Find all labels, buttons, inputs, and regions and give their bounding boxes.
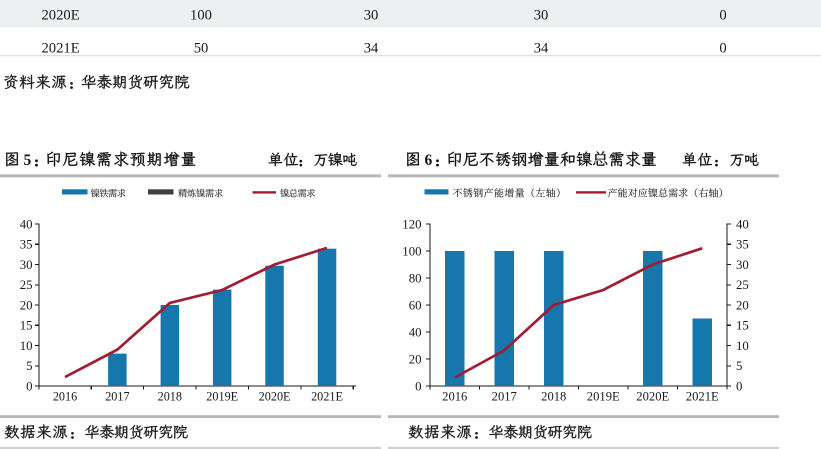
svg-text:2019E: 2019E xyxy=(206,390,238,404)
svg-text:2021E: 2021E xyxy=(686,390,719,404)
svg-text:40: 40 xyxy=(20,217,33,231)
svg-text:2017: 2017 xyxy=(492,390,517,404)
svg-text:0: 0 xyxy=(26,379,32,393)
svg-text:0: 0 xyxy=(719,7,726,23)
svg-text:2017: 2017 xyxy=(105,390,129,404)
svg-text:2021E: 2021E xyxy=(42,40,80,56)
svg-text:0: 0 xyxy=(736,379,742,393)
svg-text:35: 35 xyxy=(736,238,749,252)
svg-text:50: 50 xyxy=(194,40,209,56)
svg-text:25: 25 xyxy=(736,278,749,292)
svg-text:2020E: 2020E xyxy=(259,390,291,404)
svg-text:34: 34 xyxy=(534,40,549,56)
svg-text:20: 20 xyxy=(409,352,422,366)
svg-text:2021E: 2021E xyxy=(311,390,343,404)
svg-text:40: 40 xyxy=(409,325,422,339)
svg-text:40: 40 xyxy=(736,217,749,231)
svg-text:30: 30 xyxy=(736,258,749,272)
svg-text:2019E: 2019E xyxy=(587,390,620,404)
svg-text:30: 30 xyxy=(534,7,549,23)
svg-text:15: 15 xyxy=(736,319,749,333)
svg-text:6: 6 xyxy=(425,152,433,169)
svg-text:35: 35 xyxy=(20,238,33,252)
svg-text:2018: 2018 xyxy=(158,390,182,404)
svg-text:30: 30 xyxy=(20,258,33,272)
svg-text:5: 5 xyxy=(26,359,32,373)
svg-text:2020E: 2020E xyxy=(636,390,669,404)
svg-text:100: 100 xyxy=(190,7,212,23)
svg-text:2020E: 2020E xyxy=(42,7,80,23)
svg-text:60: 60 xyxy=(409,298,422,312)
svg-text:80: 80 xyxy=(409,271,422,285)
svg-text:30: 30 xyxy=(364,7,379,23)
svg-text:2018: 2018 xyxy=(541,390,566,404)
svg-text:100: 100 xyxy=(402,244,421,258)
svg-text:10: 10 xyxy=(20,339,33,353)
svg-text:2016: 2016 xyxy=(442,390,467,404)
svg-text:20: 20 xyxy=(20,298,33,312)
svg-text:25: 25 xyxy=(20,278,33,292)
svg-text:5: 5 xyxy=(24,152,32,169)
svg-text:34: 34 xyxy=(364,40,379,56)
svg-text:5: 5 xyxy=(736,359,742,373)
svg-text:10: 10 xyxy=(736,339,749,353)
svg-text:0: 0 xyxy=(719,40,726,56)
svg-text:15: 15 xyxy=(20,319,33,333)
svg-text:2016: 2016 xyxy=(53,390,77,404)
svg-text:120: 120 xyxy=(402,217,421,231)
svg-text:20: 20 xyxy=(736,298,749,312)
svg-text:0: 0 xyxy=(415,379,421,393)
